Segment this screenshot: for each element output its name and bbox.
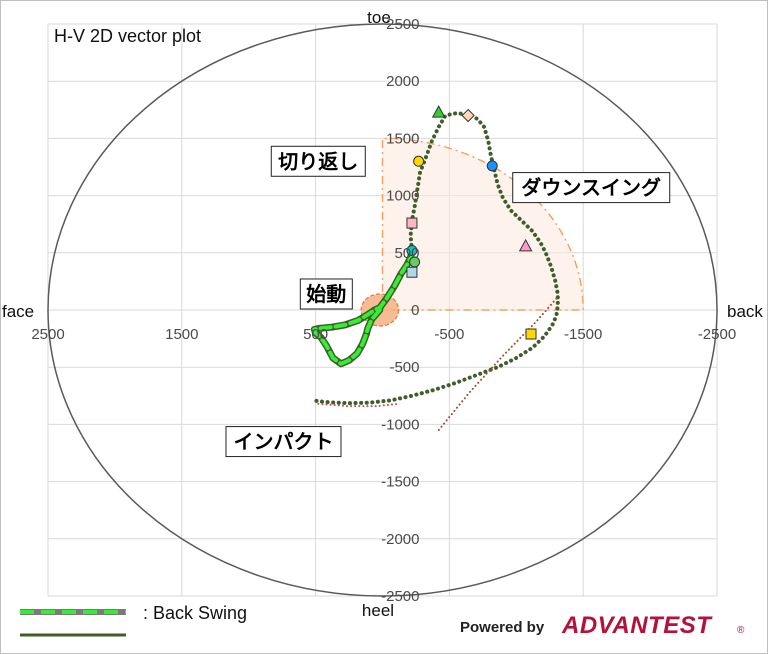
annotation-1: ダウンスイング — [512, 172, 671, 204]
y-tick-label-2: 1500 — [386, 130, 419, 147]
annotation-box-3 — [225, 426, 342, 458]
annotation-text-2: 始動 — [306, 282, 346, 306]
trademark-symbol: ® — [737, 625, 745, 636]
marker-diamond-6 — [461, 108, 475, 123]
marker-triangle-5 — [431, 105, 446, 118]
y-top-label: toe — [367, 8, 391, 27]
tick-layer: 2500 1500 500 -500 -1500 -2500 2500 2000 1500 100… — [31, 16, 736, 605]
marker-circle-7 — [486, 160, 498, 172]
marker-triangle-8 — [518, 238, 533, 252]
series-2-line — [317, 402, 400, 408]
legend-label-back-swing: : Back Swing — [143, 603, 247, 623]
marker-square-1 — [406, 217, 418, 229]
footer-logo: Powered by ADVANTEST ® — [460, 612, 745, 639]
chart-title: H-V 2D vector plot — [54, 26, 201, 46]
y-tick-label-5: 0 — [411, 302, 419, 319]
marker-circle-0 — [406, 245, 418, 257]
legend: : Back Swing — [20, 603, 247, 637]
annotation-text-1: ダウンスイング — [521, 176, 661, 200]
x-tick-label-4: -1500 — [564, 326, 602, 343]
y-tick-label-0: 2500 — [386, 16, 419, 33]
marker-square-9 — [525, 328, 537, 340]
powered-by-text: Powered by — [460, 619, 545, 636]
annotation-0: 切り返し — [270, 145, 366, 177]
series-layer — [310, 111, 560, 432]
annotation-box-0 — [270, 145, 366, 177]
series-0-line — [312, 248, 414, 366]
series-3-line — [437, 297, 558, 432]
y-tick-label-9: -2000 — [381, 531, 419, 548]
annotation-2: 始動 — [299, 278, 353, 310]
y-tick-label-8: -1500 — [381, 474, 419, 491]
annotation-box-2 — [299, 278, 353, 310]
x-tick-label-0: 2500 — [31, 326, 64, 343]
y-tick-label-7: -1000 — [381, 416, 419, 433]
x-tick-label-1: 1500 — [165, 326, 198, 343]
y-bottom-label: heel — [362, 601, 394, 620]
series-1-line — [310, 111, 560, 406]
x-tick-label-2: 500 — [303, 326, 328, 343]
marker-square-2 — [406, 266, 418, 278]
annotation-3: インパクト — [225, 426, 342, 458]
y-tick-label-3: 1000 — [386, 188, 419, 205]
marker-circle-4 — [413, 155, 425, 167]
marker-circle-3 — [409, 256, 421, 268]
x-tick-label-5: -2500 — [698, 326, 736, 343]
x-right-label: back — [727, 302, 763, 321]
y-tick-label-1: 2000 — [386, 73, 419, 90]
marker-layer — [406, 105, 537, 340]
y-tick-label-4: 500 — [394, 245, 419, 262]
annotation-text-3: インパクト — [233, 430, 333, 454]
x-tick-label-3: -500 — [434, 326, 464, 343]
y-tick-label-6: -500 — [389, 359, 419, 376]
y-tick-label-10: -2500 — [381, 588, 419, 605]
annotation-box-1 — [512, 172, 671, 204]
boundary-ellipse — [47, 23, 718, 597]
x-left-label: face — [2, 302, 34, 321]
annotation-text-0: 切り返し — [278, 149, 358, 173]
advantest-logo: ADVANTEST — [561, 612, 713, 639]
